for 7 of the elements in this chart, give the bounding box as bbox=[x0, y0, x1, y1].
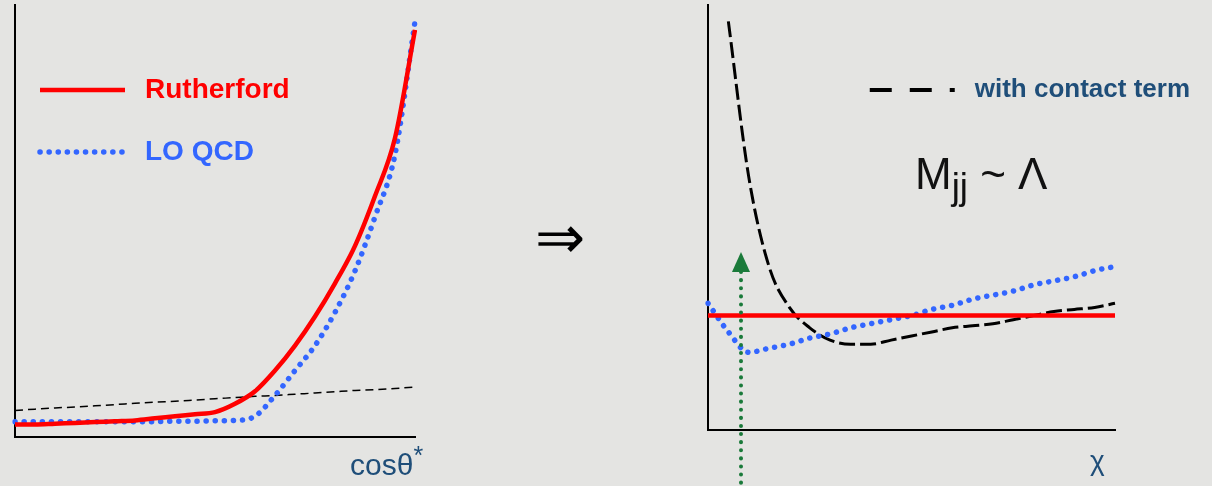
legend-label: with contact term bbox=[973, 73, 1190, 104]
legend-label: LO QCD bbox=[145, 134, 254, 166]
x-axis-title: χ bbox=[1090, 445, 1105, 476]
annotation: M$_{jj}$ ~ Λ bbox=[915, 149, 1048, 207]
x-axis-title: cosθ$^{*}$ bbox=[350, 441, 424, 481]
legend-label: Rutherford bbox=[145, 72, 290, 104]
text: ⇒ bbox=[535, 204, 585, 271]
